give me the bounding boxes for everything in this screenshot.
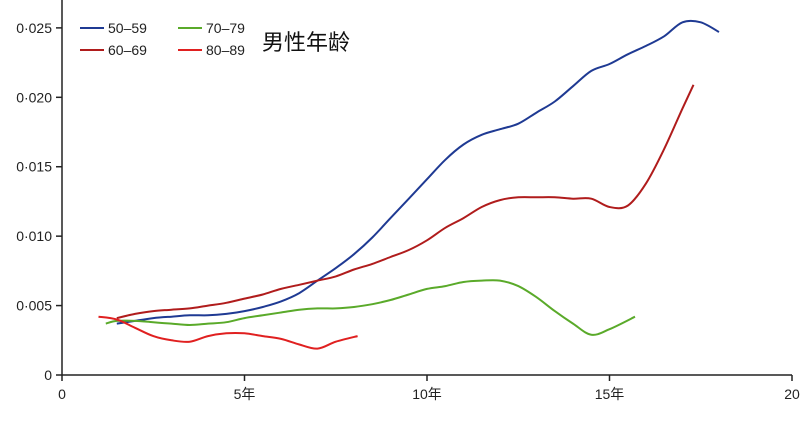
- x-tick-label: 20: [784, 386, 800, 402]
- series-lines: [98, 19, 720, 350]
- series-line-1: [116, 84, 695, 320]
- legend-label: 60–69: [108, 42, 147, 58]
- y-tick-label: 0·025: [16, 20, 52, 36]
- x-tick-label: 15年: [595, 386, 625, 402]
- series-line-2: [105, 279, 636, 336]
- y-tick-label: 0: [44, 367, 52, 383]
- y-tick-label: 0·020: [16, 89, 52, 105]
- y-tick-label: 0·005: [16, 298, 52, 314]
- y-tick-label: 0·015: [16, 159, 52, 175]
- axes: [61, 0, 792, 376]
- legend-label: 50–59: [108, 20, 147, 36]
- legend-label: 80–89: [206, 42, 245, 58]
- series-line-0: [116, 19, 720, 325]
- y-tick-label: 0·010: [16, 228, 52, 244]
- series-line-3: [98, 315, 358, 350]
- x-tick-label: 0: [58, 386, 66, 402]
- legend: 50–59 60–69 70–79 80–89: [80, 20, 245, 58]
- legend-label: 70–79: [206, 20, 245, 36]
- x-tick-label: 5年: [234, 386, 256, 402]
- x-tick-label: 10年: [412, 386, 442, 402]
- chart-title: 男性年龄: [262, 31, 350, 56]
- axis-ticks: 0 5年 10年 15年 20 0 0·005 0·010 0·015 0·020 0·025: [16, 20, 800, 402]
